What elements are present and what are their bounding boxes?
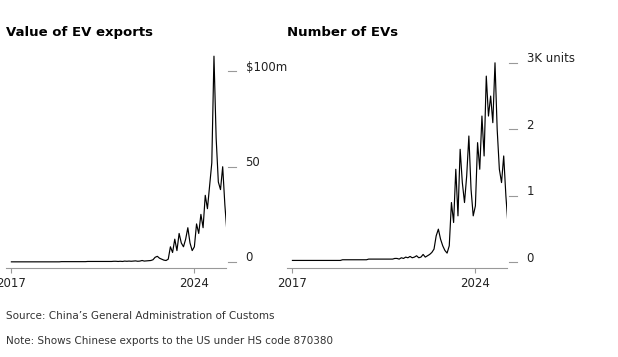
Text: 1: 1: [527, 185, 534, 198]
Text: Value of EV exports: Value of EV exports: [6, 26, 153, 39]
Text: 0: 0: [527, 252, 534, 265]
Text: 0: 0: [245, 251, 253, 264]
Text: Source: China’s General Administration of Customs: Source: China’s General Administration o…: [6, 311, 274, 321]
Text: $100m: $100m: [245, 61, 287, 74]
Text: Note: Shows Chinese exports to the US under HS code 870380: Note: Shows Chinese exports to the US un…: [6, 336, 333, 346]
Text: 2: 2: [527, 119, 534, 132]
Text: 3K units: 3K units: [527, 52, 575, 65]
Text: Number of EVs: Number of EVs: [287, 26, 399, 39]
Text: 50: 50: [245, 156, 260, 169]
